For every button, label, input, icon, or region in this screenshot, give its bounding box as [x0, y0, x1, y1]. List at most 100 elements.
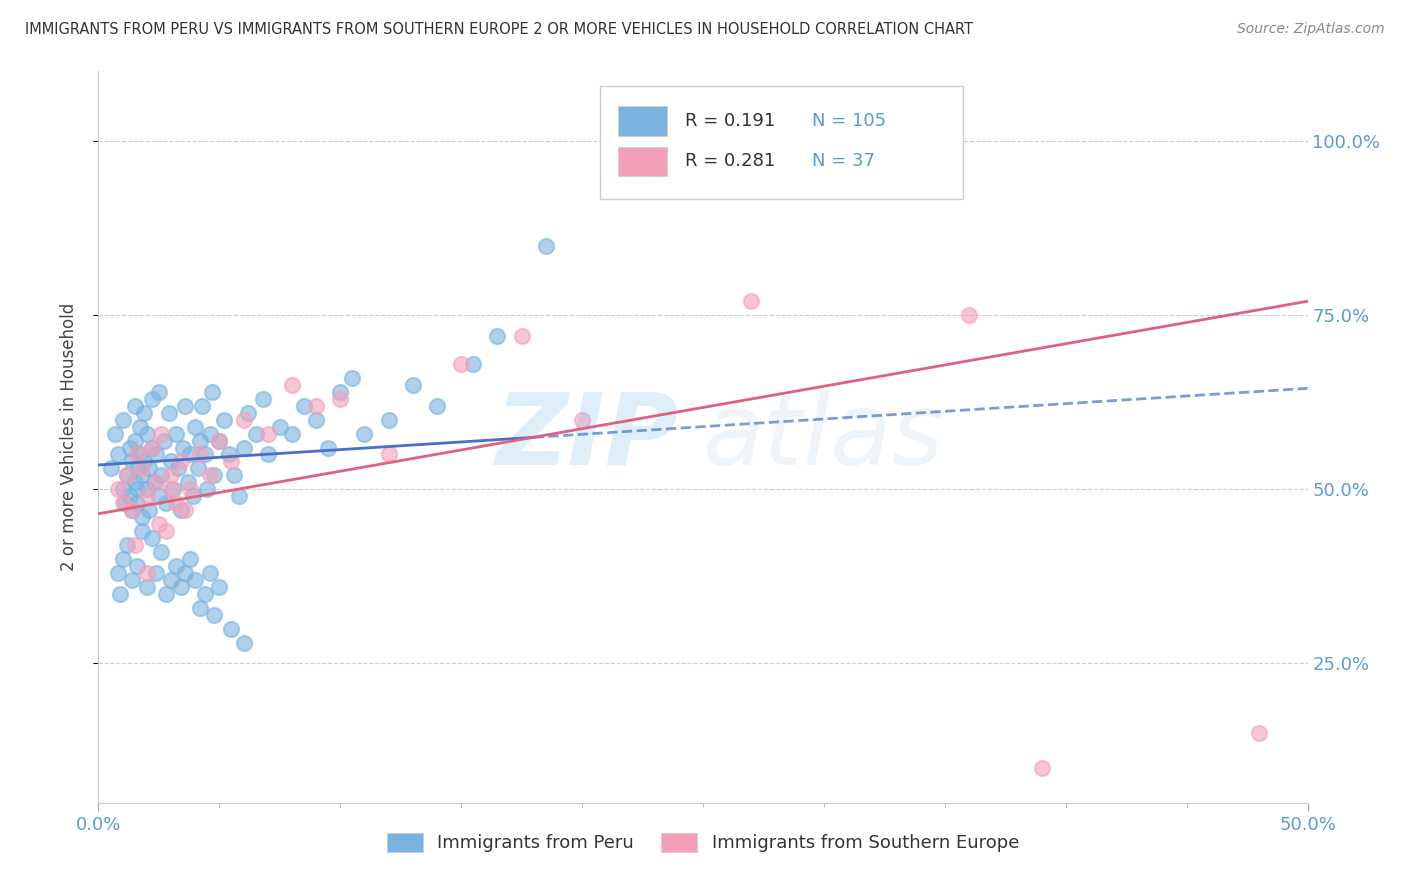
Point [402, 377, 425, 392]
Point [329, 392, 352, 406]
Point [100, 461, 122, 475]
Point [534, 238, 557, 252]
Point [169, 454, 191, 468]
Point [121, 454, 143, 468]
Point [118, 489, 141, 503]
Point [107, 566, 129, 580]
FancyBboxPatch shape [619, 146, 666, 176]
Point [165, 496, 187, 510]
Point [256, 448, 278, 462]
Point [135, 580, 157, 594]
Point [221, 454, 243, 468]
Point [121, 503, 143, 517]
Point [162, 483, 184, 497]
Point [195, 483, 218, 497]
Text: R = 0.281: R = 0.281 [685, 153, 775, 170]
Point [198, 468, 221, 483]
Point [138, 461, 160, 475]
Point [155, 496, 177, 510]
Point [148, 384, 170, 399]
Text: IMMIGRANTS FROM PERU VS IMMIGRANTS FROM SOUTHERN EUROPE 2 OR MORE VEHICLES IN HO: IMMIGRANTS FROM PERU VS IMMIGRANTS FROM … [25, 22, 973, 37]
Point [117, 468, 139, 483]
Point [150, 545, 173, 559]
Point [450, 357, 472, 371]
Point [292, 399, 315, 413]
Point [169, 503, 191, 517]
Point [134, 406, 156, 420]
Point [124, 399, 146, 413]
Point [305, 399, 328, 413]
Point [160, 573, 183, 587]
Text: Source: ZipAtlas.com: Source: ZipAtlas.com [1237, 22, 1385, 37]
Point [740, 294, 762, 309]
Point [194, 587, 217, 601]
Point [426, 399, 449, 413]
Point [121, 503, 143, 517]
Point [174, 503, 197, 517]
Point [155, 587, 177, 601]
Point [111, 483, 134, 497]
Point [208, 434, 231, 448]
Point [135, 489, 157, 503]
Point [135, 426, 157, 441]
Point [245, 426, 267, 441]
Point [232, 412, 254, 426]
Point [108, 587, 131, 601]
Point [188, 434, 211, 448]
Point [124, 538, 146, 552]
Point [148, 489, 170, 503]
Point [198, 566, 221, 580]
Point [204, 468, 226, 483]
Point [155, 524, 177, 538]
Point [212, 412, 235, 426]
Point [117, 538, 139, 552]
Point [377, 412, 399, 426]
Point [127, 483, 149, 497]
Point [150, 468, 173, 483]
Point [329, 384, 352, 399]
Point [218, 448, 240, 462]
Point [172, 441, 194, 455]
Point [124, 434, 146, 448]
Point [145, 566, 167, 580]
Point [165, 426, 187, 441]
Point [148, 517, 170, 532]
Point [281, 426, 304, 441]
Point [141, 441, 163, 455]
Point [181, 489, 204, 503]
Point [131, 461, 153, 475]
Point [118, 441, 141, 455]
Point [135, 483, 157, 497]
Point [204, 607, 226, 622]
Point [188, 600, 211, 615]
Text: N = 37: N = 37 [811, 153, 875, 170]
Point [150, 426, 173, 441]
FancyBboxPatch shape [600, 86, 963, 200]
Point [157, 406, 180, 420]
Point [571, 412, 593, 426]
Point [128, 448, 150, 462]
Point [316, 441, 339, 455]
Point [377, 448, 399, 462]
Point [232, 635, 254, 649]
Point [131, 524, 153, 538]
FancyBboxPatch shape [619, 106, 666, 136]
Text: R = 0.191: R = 0.191 [685, 112, 775, 130]
Point [107, 448, 129, 462]
Point [117, 468, 139, 483]
Point [143, 475, 166, 490]
Point [145, 448, 167, 462]
Point [256, 426, 278, 441]
Point [167, 461, 190, 475]
Point [104, 426, 127, 441]
Text: ZIP: ZIP [496, 389, 679, 485]
Point [141, 392, 163, 406]
Point [111, 412, 134, 426]
Point [342, 371, 364, 385]
Point [201, 384, 224, 399]
Point [107, 483, 129, 497]
Point [174, 566, 197, 580]
Point [208, 580, 231, 594]
Point [1249, 726, 1271, 740]
Point [1031, 761, 1053, 775]
